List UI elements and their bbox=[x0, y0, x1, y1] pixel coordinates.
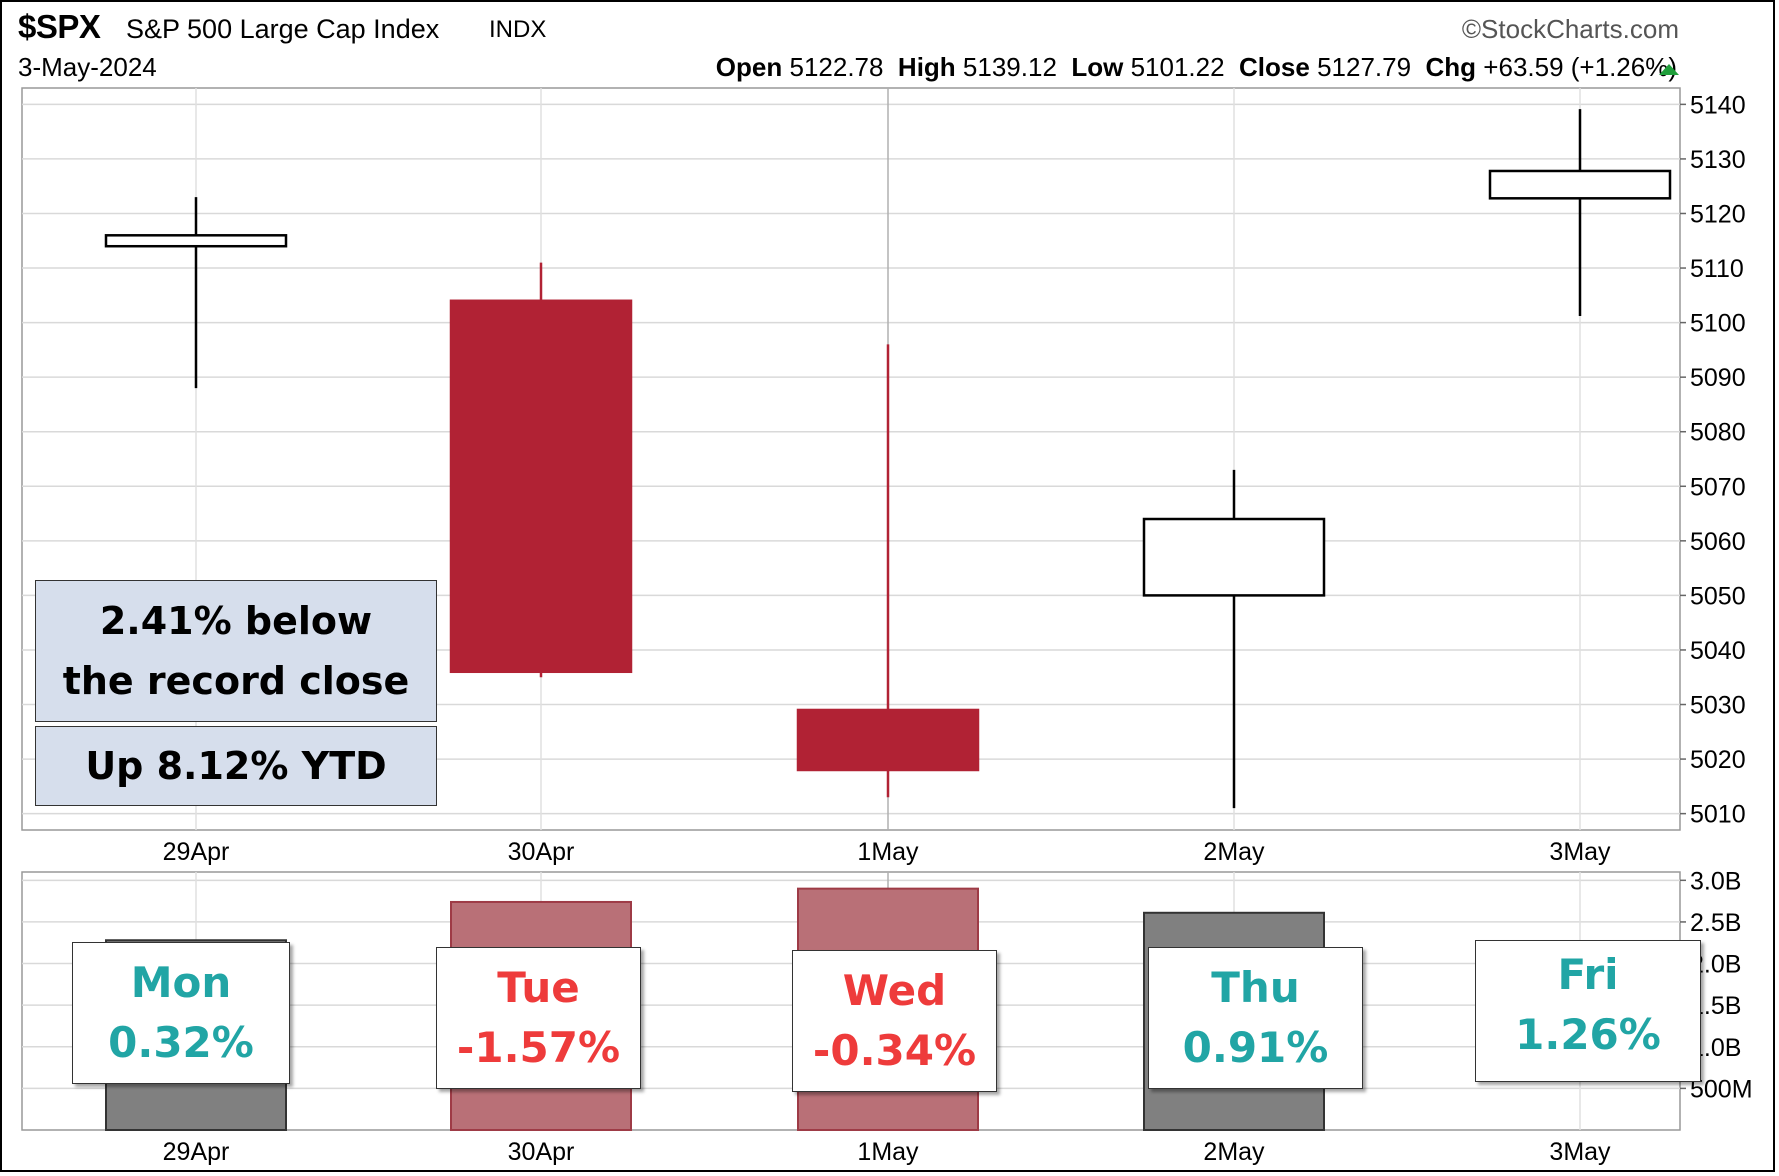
price-tick-label: 5040 bbox=[1690, 637, 1746, 665]
index-name: S&P 500 Large Cap Index bbox=[126, 14, 440, 44]
open-value: 5122.78 bbox=[789, 52, 884, 82]
price-tick-label: 5030 bbox=[1690, 692, 1746, 720]
price-tick-label: 5060 bbox=[1690, 528, 1746, 556]
day-label-name: Wed bbox=[842, 966, 947, 1015]
price-x-label: 30Apr bbox=[508, 838, 575, 866]
ytd-text: Up 8.12% YTD bbox=[85, 744, 387, 788]
price-tick-label: 5070 bbox=[1690, 473, 1746, 501]
volume-x-label: 30Apr bbox=[508, 1138, 575, 1166]
day-label-box: Thu 0.91% bbox=[1148, 947, 1363, 1089]
chart-date: 3-May-2024 bbox=[18, 52, 157, 82]
day-label-box: Fri 1.26% bbox=[1475, 940, 1701, 1082]
day-label-pct: -0.34% bbox=[812, 1026, 977, 1075]
open-label: Open bbox=[715, 52, 783, 82]
candle-body bbox=[104, 234, 288, 248]
candle-body bbox=[1488, 169, 1672, 200]
record-close-line2: the record close bbox=[62, 659, 410, 703]
price-tick-label: 5080 bbox=[1690, 419, 1746, 447]
high-value: 5139.12 bbox=[962, 52, 1057, 82]
volume-x-label: 1May bbox=[857, 1138, 919, 1166]
chg-label: Chg bbox=[1425, 52, 1477, 82]
price-tick-label: 5050 bbox=[1690, 582, 1746, 610]
high-label: High bbox=[897, 52, 956, 82]
ytd-annotation: Up 8.12% YTD bbox=[35, 726, 437, 806]
day-label-box: Mon 0.32% bbox=[72, 942, 290, 1084]
volume-x-label: 29Apr bbox=[163, 1138, 230, 1166]
price-tick-label: 5010 bbox=[1690, 801, 1746, 829]
day-label-pct: 0.91% bbox=[1182, 1023, 1329, 1072]
volume-x-label: 3May bbox=[1549, 1138, 1611, 1166]
source-watermark: ©StockCharts.com bbox=[1461, 14, 1679, 44]
record-close-line1: 2.41% below bbox=[99, 599, 373, 643]
day-label-name: Fri bbox=[1557, 950, 1619, 999]
price-tick-label: 5110 bbox=[1690, 255, 1744, 283]
ohlc-readout: Open 5122.78 High 5139.12 Low 5101.22 Cl… bbox=[716, 52, 1677, 83]
price-x-label: 2May bbox=[1203, 838, 1265, 866]
volume-tick-label: 2.5B bbox=[1690, 909, 1741, 937]
price-x-label: 1May bbox=[857, 838, 919, 866]
close-label: Close bbox=[1239, 52, 1310, 82]
price-tick-label: 5130 bbox=[1690, 146, 1746, 174]
up-triangle-icon bbox=[1659, 64, 1679, 75]
day-label-pct: 0.32% bbox=[108, 1018, 254, 1067]
day-label-pct: 1.26% bbox=[1515, 1010, 1661, 1059]
price-x-label: 3May bbox=[1549, 838, 1611, 866]
day-label-name: Tue bbox=[497, 963, 580, 1012]
price-tick-label: 5140 bbox=[1690, 91, 1746, 119]
record-close-annotation: 2.41% below the record close bbox=[35, 580, 437, 722]
day-label-box: Tue -1.57% bbox=[436, 947, 641, 1089]
volume-tick-label: 3.0B bbox=[1690, 867, 1741, 895]
price-x-label: 29Apr bbox=[163, 838, 230, 866]
volume-x-label: 2May bbox=[1203, 1138, 1265, 1166]
price-tick-label: 5100 bbox=[1690, 310, 1746, 338]
low-value: 5101.22 bbox=[1130, 52, 1225, 82]
symbol: $SPX bbox=[18, 8, 101, 45]
candle-body bbox=[1142, 517, 1326, 597]
chg-value: +63.59 (+1.26%) bbox=[1483, 52, 1677, 82]
day-label-box: Wed -0.34% bbox=[792, 950, 997, 1092]
price-tick-label: 5120 bbox=[1690, 200, 1746, 228]
exchange: INDX bbox=[489, 16, 547, 43]
price-tick-label: 5020 bbox=[1690, 746, 1746, 774]
candle-body bbox=[796, 708, 980, 772]
close-value: 5127.79 bbox=[1317, 52, 1412, 82]
day-label-name: Thu bbox=[1211, 963, 1300, 1012]
day-label-pct: -1.57% bbox=[456, 1023, 621, 1072]
day-label-name: Mon bbox=[130, 958, 232, 1007]
low-label: Low bbox=[1071, 52, 1124, 82]
candle-body bbox=[449, 299, 633, 674]
price-tick-label: 5090 bbox=[1690, 364, 1746, 392]
